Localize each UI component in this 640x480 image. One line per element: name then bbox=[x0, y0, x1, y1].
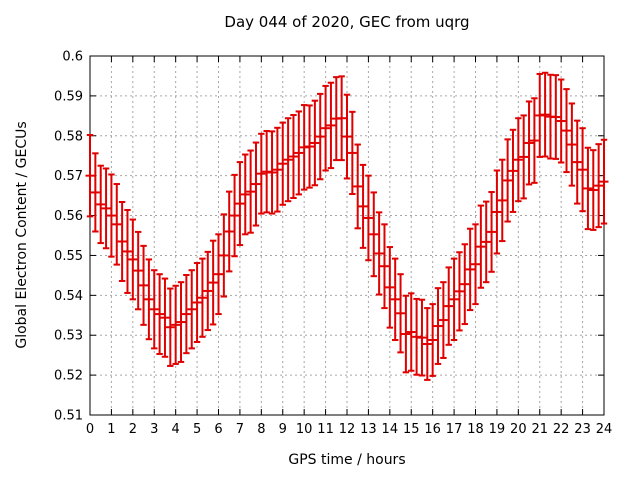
x-tick-label: 7 bbox=[236, 422, 244, 437]
x-tick-label: 15 bbox=[403, 422, 420, 437]
x-tick-label: 22 bbox=[553, 422, 570, 437]
x-tick-label: 17 bbox=[446, 422, 463, 437]
x-tick-label: 5 bbox=[193, 422, 201, 437]
x-tick-label: 19 bbox=[489, 422, 506, 437]
y-tick-label: 0.55 bbox=[54, 249, 83, 264]
y-tick-label: 0.57 bbox=[54, 169, 83, 184]
x-tick-label: 2 bbox=[129, 422, 137, 437]
x-tick-label: 20 bbox=[510, 422, 527, 437]
x-tick-label: 1 bbox=[107, 422, 115, 437]
x-tick-label: 23 bbox=[574, 422, 591, 437]
x-tick-label: 9 bbox=[279, 422, 287, 437]
x-tick-label: 4 bbox=[172, 422, 180, 437]
x-axis-label: GPS time / hours bbox=[288, 452, 406, 468]
y-tick-label: 0.56 bbox=[54, 209, 83, 224]
x-tick-label: 6 bbox=[214, 422, 222, 437]
y-tick-label: 0.53 bbox=[54, 329, 83, 344]
x-tick-label: 8 bbox=[257, 422, 265, 437]
x-tick-label: 13 bbox=[360, 422, 377, 437]
y-tick-label: 0.58 bbox=[54, 129, 83, 144]
x-tick-label: 18 bbox=[467, 422, 484, 437]
x-tick-label: 16 bbox=[424, 422, 441, 437]
x-tick-label: 10 bbox=[296, 422, 313, 437]
chart-title: Day 044 of 2020, GEC from uqrg bbox=[224, 13, 470, 31]
y-tick-label: 0.59 bbox=[54, 89, 83, 104]
x-tick-label: 12 bbox=[339, 422, 356, 437]
x-tick-label: 24 bbox=[596, 422, 613, 437]
x-tick-label: 11 bbox=[317, 422, 334, 437]
x-tick-label: 3 bbox=[150, 422, 158, 437]
y-tick-label: 0.51 bbox=[54, 409, 83, 424]
x-tick-label: 14 bbox=[382, 422, 399, 437]
y-tick-label: 0.54 bbox=[54, 289, 83, 304]
x-tick-label: 0 bbox=[86, 422, 94, 437]
x-tick-label: 21 bbox=[531, 422, 548, 437]
y-tick-label: 0.52 bbox=[54, 369, 83, 384]
y-tick-label: 0.6 bbox=[62, 50, 83, 65]
